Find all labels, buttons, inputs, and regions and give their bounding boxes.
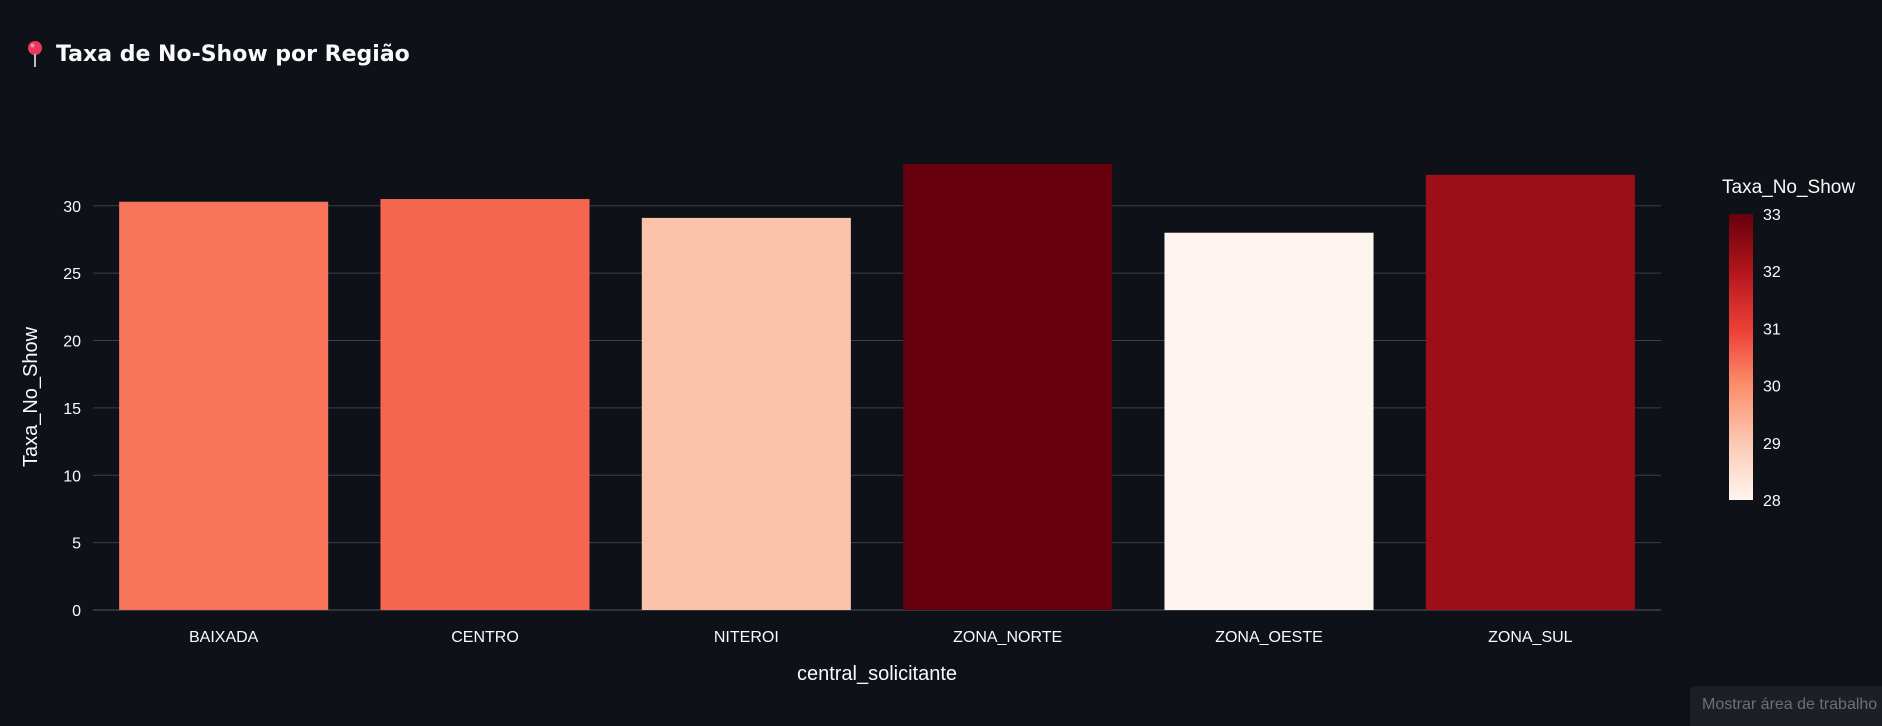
y-tick-label: 20 (63, 334, 81, 351)
x-tick-label: BAIXADA (189, 629, 259, 646)
bar-chart: 0 5 10 15 20 25 30 BAIXADA CENTRO NITEROI ZONA_NO… (20, 164, 1855, 685)
y-axis-title: Taxa_No_Show (20, 326, 42, 467)
colorbar-tick-label: 31 (1763, 321, 1781, 338)
bar (380, 199, 590, 610)
x-tick-label: ZONA_SUL (1488, 629, 1573, 646)
colorbar-tick-label: 28 (1763, 493, 1781, 510)
bars (119, 164, 1635, 611)
colorbar-legend: Taxa_No_Show 28 29 30 31 32 33 (1722, 177, 1855, 510)
bar (1164, 232, 1374, 610)
colorbar-tick-label: 33 (1763, 207, 1781, 224)
bar (903, 164, 1113, 610)
colorbar-tick-label: 30 (1763, 379, 1781, 396)
colorbar-gradient (1729, 214, 1753, 500)
bar (641, 217, 851, 610)
x-tick-label: CENTRO (451, 629, 519, 646)
x-tick-label: ZONA_NORTE (953, 629, 1062, 646)
colorbar-title: Taxa_No_Show (1722, 177, 1855, 198)
x-axis-title: central_solicitante (797, 663, 957, 685)
y-tick-label: 5 (72, 536, 81, 553)
y-tick-label: 0 (72, 603, 81, 620)
x-tick-label: NITEROI (714, 629, 779, 646)
chart-header: Taxa de No-Show por Região (24, 40, 410, 68)
bar (1425, 174, 1635, 610)
x-axis-ticks: BAIXADA CENTRO NITEROI ZONA_NORTE ZONA_OESTE… (189, 629, 1573, 646)
y-tick-label: 25 (63, 266, 81, 283)
colorbar-tick-label: 29 (1763, 436, 1781, 453)
page-title: Taxa de No-Show por Região (56, 41, 410, 67)
y-tick-label: 10 (63, 468, 81, 485)
y-axis-ticks: 0 5 10 15 20 25 30 (63, 199, 81, 620)
y-tick-label: 30 (63, 199, 81, 216)
pushpin-icon (28, 41, 42, 67)
bar (119, 201, 329, 611)
show-desktop-tooltip: Mostrar área de trabalho (1690, 686, 1882, 726)
y-tick-label: 15 (63, 401, 81, 418)
x-tick-label: ZONA_OESTE (1215, 629, 1323, 646)
colorbar-tick-label: 32 (1763, 264, 1781, 281)
grid-lines (93, 205, 1661, 611)
